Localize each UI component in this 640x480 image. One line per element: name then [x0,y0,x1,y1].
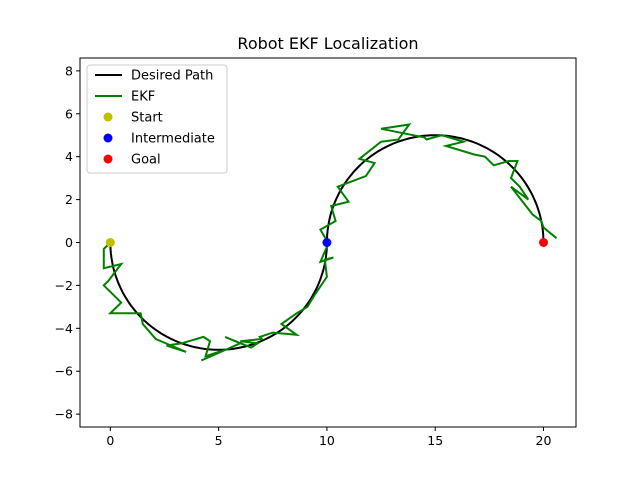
legend-desired-path-label: Desired Path [131,69,213,84]
legend-box [86,64,228,174]
y-tick-label: 0 [65,235,73,250]
chart-title: Robot EKF Localization [237,34,418,53]
y-tick-label: −8 [55,407,73,422]
y-axis: −8 −6 −4 −2 0 2 4 6 8 [55,63,80,422]
y-tick-label: −6 [55,364,73,379]
legend-intermediate-swatch [103,133,113,143]
legend-goal-swatch [103,154,113,164]
legend-goal-label: Goal [131,153,161,168]
y-tick-label: 2 [65,192,73,207]
plot-area [102,123,558,362]
x-tick-label: 20 [536,433,552,448]
intermediate-point [322,238,332,247]
y-tick-label: 8 [65,63,73,78]
legend-start-swatch [103,112,113,122]
legend-ekf-label: EKF [131,90,155,105]
legend-start-label: Start [131,111,163,126]
x-tick-label: 15 [427,433,443,448]
goal-point [539,238,549,247]
x-tick-label: 5 [215,433,223,448]
ekf-line [102,123,558,362]
start-point [105,238,115,247]
y-tick-label: −2 [55,278,73,293]
legend-intermediate-label: Intermediate [131,132,215,147]
legend: Desired Path EKF Start Intermediate Goal [86,64,228,174]
x-tick-label: 10 [319,433,335,448]
y-tick-label: −4 [55,321,73,336]
y-tick-label: 6 [65,106,73,121]
x-tick-label: 0 [106,433,114,448]
x-axis: 0 5 10 15 20 [106,427,552,448]
y-tick-label: 4 [65,149,73,164]
